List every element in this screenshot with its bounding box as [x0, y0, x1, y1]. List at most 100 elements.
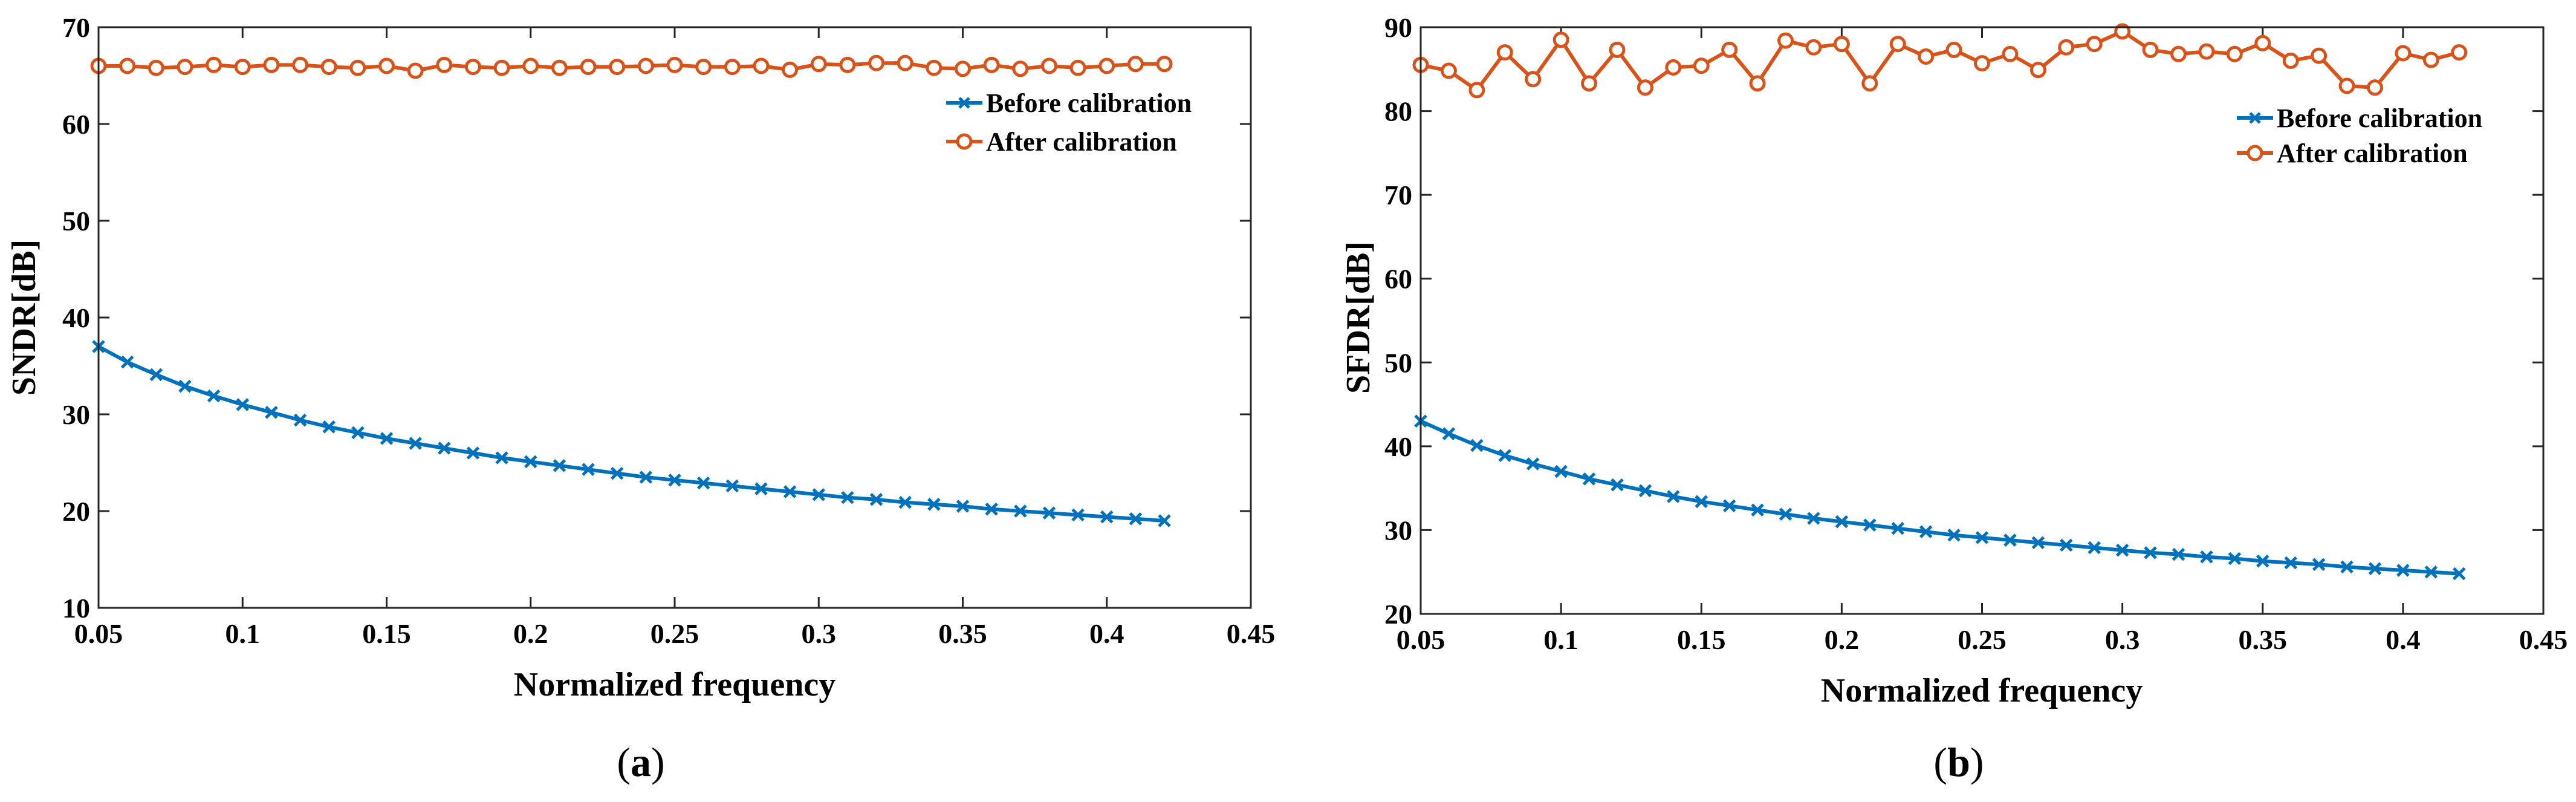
data-point — [983, 56, 1000, 73]
data-point — [2395, 45, 2412, 62]
data-point — [1667, 490, 1680, 503]
data-point — [1012, 60, 1029, 77]
x-axis-label: Normalized frequency — [1821, 672, 2143, 709]
data-point — [1807, 512, 1820, 525]
x-tick-label: 0.05 — [1397, 624, 1445, 655]
data-point — [1470, 438, 1484, 452]
data-point — [1611, 478, 1624, 492]
data-point — [2340, 560, 2354, 574]
data-point — [1554, 465, 1568, 478]
data-point — [1440, 62, 1457, 79]
chart-panel-a: 0.05 0.1 0.15 0.2 0.25 0.3 0.35 0.4 0.45 10 20 30 40… — [5, 12, 1275, 785]
data-point — [810, 56, 827, 73]
data-point — [1777, 32, 1794, 49]
data-point — [841, 491, 854, 504]
data-point — [1129, 512, 1143, 526]
x-tick-label: 0.1 — [225, 618, 261, 649]
tick-group: 0.05 0.1 0.15 0.2 0.25 0.3 0.35 0.4 0.45 20 30 40 50… — [1384, 12, 2568, 655]
x-tick-label: 0.35 — [2239, 624, 2288, 655]
legend: Before calibration After calibration — [946, 88, 1192, 157]
data-point — [1526, 457, 1540, 471]
data-point — [1919, 525, 1933, 538]
data-point — [609, 59, 626, 76]
data-point — [2368, 562, 2382, 575]
data-point — [1098, 57, 1115, 74]
data-point — [783, 485, 797, 498]
data-point — [2172, 547, 2185, 561]
legend-entry-before: Before calibration — [2237, 103, 2482, 133]
data-point — [724, 59, 741, 76]
chart-panel-b: 0.05 0.1 0.15 0.2 0.25 0.3 0.35 0.4 0.45 20 30 40 50… — [1340, 12, 2568, 785]
data-point — [1468, 82, 1485, 99]
data-point — [1525, 71, 1542, 88]
data-point — [1947, 528, 1961, 542]
legend: Before calibration After calibration — [2237, 103, 2482, 168]
data-point — [1582, 472, 1596, 486]
data-point — [812, 488, 826, 501]
data-point — [1833, 36, 1850, 53]
data-point — [2170, 45, 2187, 62]
data-point — [2226, 45, 2243, 62]
x-tick-label: 0.45 — [1227, 618, 1276, 649]
data-point — [1496, 44, 1513, 61]
data-point — [320, 59, 337, 76]
data-point — [2338, 77, 2355, 94]
data-point — [1749, 75, 1766, 92]
plot-area — [99, 27, 1251, 608]
series-line — [97, 345, 1165, 523]
tick-group: 0.05 0.1 0.15 0.2 0.25 0.3 0.35 0.4 0.45 10 20 30 40… — [62, 12, 1275, 649]
data-point — [1945, 41, 1962, 58]
data-point — [2058, 39, 2075, 56]
data-point — [898, 495, 912, 509]
data-point — [263, 56, 280, 73]
data-point — [236, 398, 250, 411]
data-point — [2088, 541, 2101, 555]
legend-label-before: Before calibration — [2277, 103, 2482, 133]
data-point — [149, 368, 163, 382]
data-point — [2029, 62, 2046, 79]
data-point — [1609, 41, 1626, 58]
series-before-calibration — [1414, 414, 2466, 581]
data-point — [696, 476, 710, 490]
data-point — [2031, 536, 2045, 549]
data-point — [955, 60, 971, 77]
data-point — [436, 56, 453, 73]
data-point — [207, 389, 221, 403]
data-point — [522, 57, 539, 74]
y-tick-label: 80 — [1384, 96, 1412, 127]
data-point — [754, 482, 768, 495]
data-point — [782, 61, 799, 78]
y-tick-label: 10 — [62, 593, 90, 624]
data-point — [2060, 538, 2073, 552]
data-point — [582, 463, 595, 476]
legend-entry-after: After calibration — [2237, 139, 2468, 168]
data-point — [2396, 564, 2410, 577]
legend-marker-x — [958, 97, 970, 109]
data-point — [177, 59, 193, 76]
data-point — [1100, 510, 1114, 524]
data-point — [1040, 57, 1057, 74]
legend-marker-x — [2249, 112, 2261, 124]
y-tick-label: 50 — [1384, 347, 1412, 378]
data-point — [2144, 546, 2157, 559]
legend-entry-after: After calibration — [946, 127, 1177, 157]
y-axis-label: SFDR[dB] — [1340, 241, 1377, 394]
data-point — [868, 54, 885, 71]
data-point — [1721, 41, 1738, 58]
plot-frame — [97, 26, 1252, 609]
data-point — [985, 503, 998, 516]
series-line — [1419, 419, 2459, 576]
y-tick-label: 60 — [1384, 264, 1412, 295]
data-point — [2086, 36, 2103, 53]
data-point — [1863, 518, 1877, 532]
data-point — [407, 62, 424, 79]
x-tick-label: 0.15 — [1677, 624, 1726, 655]
data-point — [1693, 57, 1710, 74]
x-axis-label: Normalized frequency — [514, 666, 835, 703]
data-point — [1638, 484, 1652, 498]
data-point — [926, 59, 942, 76]
x-tick-label: 0.3 — [2105, 624, 2140, 655]
data-point — [351, 426, 365, 440]
data-point — [2311, 47, 2328, 64]
x-tick-label: 0.25 — [1958, 624, 2007, 655]
